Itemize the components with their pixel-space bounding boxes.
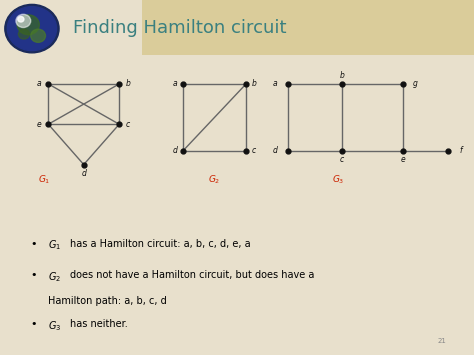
Text: •: • — [30, 270, 36, 280]
Text: c: c — [252, 146, 256, 155]
Text: $G_3$: $G_3$ — [332, 174, 345, 186]
Circle shape — [5, 4, 59, 53]
Text: $G_1$: $G_1$ — [38, 174, 51, 186]
Text: c: c — [340, 155, 344, 164]
Text: e: e — [401, 155, 405, 164]
Text: has a Hamilton circuit: a, b, c, d, e, a: has a Hamilton circuit: a, b, c, d, e, a — [70, 239, 250, 248]
Text: e: e — [37, 120, 42, 129]
Text: a: a — [273, 80, 278, 88]
Text: d: d — [173, 146, 178, 155]
Text: does not have a Hamilton circuit, but does have a: does not have a Hamilton circuit, but do… — [70, 270, 314, 280]
Text: $G_1$: $G_1$ — [47, 239, 61, 252]
Circle shape — [17, 15, 39, 35]
Text: has neither.: has neither. — [70, 319, 128, 329]
Text: g: g — [413, 80, 418, 88]
Text: 21: 21 — [438, 338, 447, 344]
Text: f: f — [459, 146, 462, 155]
Text: Finding Hamilton circuit: Finding Hamilton circuit — [73, 18, 287, 37]
Text: c: c — [126, 120, 130, 129]
Circle shape — [18, 16, 24, 22]
Text: $G_2$: $G_2$ — [47, 270, 61, 284]
Circle shape — [16, 14, 31, 28]
Text: •: • — [30, 319, 36, 329]
Circle shape — [7, 7, 56, 51]
Text: •: • — [30, 239, 36, 248]
Circle shape — [18, 29, 29, 39]
Text: d: d — [82, 169, 86, 178]
Text: a: a — [37, 80, 42, 88]
Text: a: a — [173, 80, 177, 88]
Text: $G_3$: $G_3$ — [47, 319, 61, 333]
Text: Hamilton path: a, b, c, d: Hamilton path: a, b, c, d — [47, 296, 166, 306]
Text: $G_2$: $G_2$ — [209, 174, 221, 186]
Text: b: b — [252, 80, 256, 88]
Text: b: b — [126, 80, 130, 88]
Circle shape — [31, 29, 46, 42]
Text: b: b — [339, 71, 344, 80]
Bar — [142, 0, 474, 55]
Text: d: d — [273, 146, 278, 155]
